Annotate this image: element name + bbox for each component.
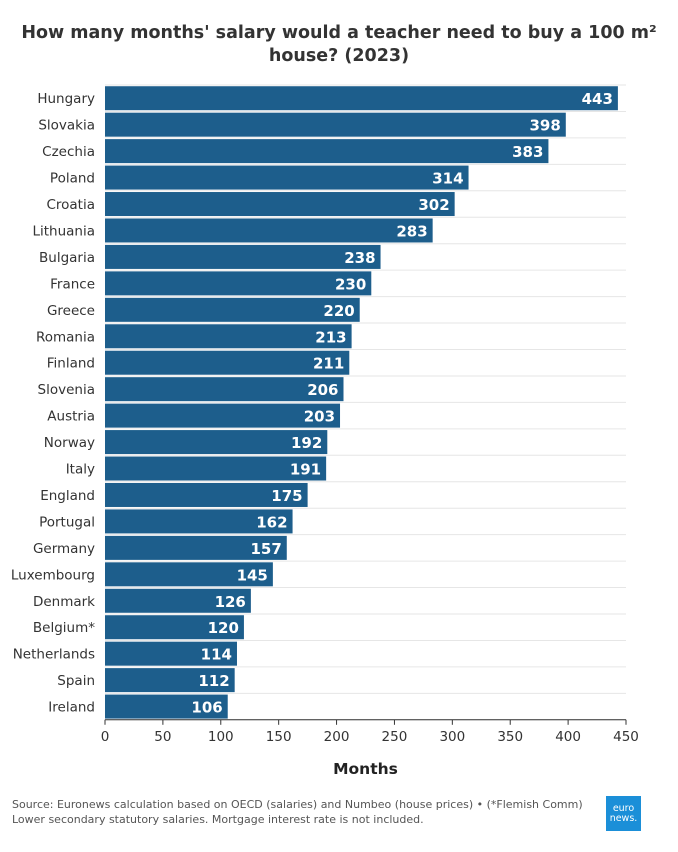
category-label: Slovenia xyxy=(38,382,95,398)
category-label: Czechia xyxy=(42,144,95,160)
value-label: 283 xyxy=(396,222,427,240)
value-label: 213 xyxy=(315,328,346,346)
value-label: 114 xyxy=(201,646,232,664)
bar xyxy=(105,192,455,217)
value-label: 398 xyxy=(529,117,560,135)
category-label: Denmark xyxy=(33,594,95,610)
category-label: Lithuania xyxy=(32,223,95,239)
bar xyxy=(105,562,273,587)
category-label: Finland xyxy=(47,356,95,372)
bar xyxy=(105,86,618,111)
value-label: 443 xyxy=(582,90,613,108)
category-label: Spain xyxy=(57,673,95,689)
value-label: 145 xyxy=(237,566,268,584)
category-label: Portugal xyxy=(39,514,95,530)
category-label: Germany xyxy=(33,541,95,557)
bar-chart: Hungary 443 Slovakia 398 Czechia 383 Poland 314… xyxy=(11,84,639,778)
category-label: Croatia xyxy=(46,197,95,213)
value-label: 192 xyxy=(291,434,322,452)
bar xyxy=(105,535,287,560)
value-label: 157 xyxy=(250,540,281,558)
value-label: 126 xyxy=(215,593,246,611)
category-label: Norway xyxy=(44,435,95,451)
category-label: Slovakia xyxy=(38,118,95,134)
value-label: 230 xyxy=(335,275,366,293)
value-label: 191 xyxy=(290,461,321,479)
bar xyxy=(105,641,237,666)
x-tick-label: 250 xyxy=(382,729,408,745)
bar xyxy=(105,139,549,164)
value-label: 206 xyxy=(307,381,338,399)
bar xyxy=(105,456,327,481)
value-label: 302 xyxy=(418,196,449,214)
value-label: 106 xyxy=(191,699,222,717)
x-tick-label: 300 xyxy=(439,729,465,745)
category-label: Italy xyxy=(66,462,95,478)
bar xyxy=(105,377,344,402)
bar xyxy=(105,271,372,296)
value-label: 238 xyxy=(344,249,375,267)
value-label: 220 xyxy=(323,302,354,320)
category-label: England xyxy=(40,488,95,504)
value-label: 211 xyxy=(313,355,344,373)
x-tick-label: 400 xyxy=(555,729,581,745)
category-label: Hungary xyxy=(37,91,95,107)
logo-text-news: news. xyxy=(609,812,638,824)
bar xyxy=(105,615,244,640)
value-label: 203 xyxy=(304,408,335,426)
category-label: Luxembourg xyxy=(11,567,95,583)
bar xyxy=(105,112,566,137)
bar xyxy=(105,482,308,507)
value-label: 162 xyxy=(256,513,287,531)
value-label: 175 xyxy=(271,487,302,505)
bar xyxy=(105,297,360,322)
category-label: Greece xyxy=(47,303,95,319)
x-tick-label: 200 xyxy=(324,729,350,745)
bar xyxy=(105,668,235,693)
bar xyxy=(105,218,433,243)
bar xyxy=(105,350,350,375)
bar xyxy=(105,244,381,269)
bar xyxy=(105,165,469,190)
x-tick-label: 50 xyxy=(154,729,171,745)
value-label: 314 xyxy=(432,170,463,188)
category-label: France xyxy=(50,276,95,292)
x-axis-title: Months xyxy=(333,760,398,778)
category-label: Romania xyxy=(36,329,95,345)
category-label: Austria xyxy=(47,409,95,425)
bar xyxy=(105,588,251,613)
euronews-logo: euro news. xyxy=(606,796,641,831)
x-tick-label: 150 xyxy=(266,729,292,745)
source-note: Source: Euronews calculation based on OE… xyxy=(12,798,583,826)
bar xyxy=(105,430,328,455)
x-tick-label: 0 xyxy=(101,729,110,745)
x-tick-label: 100 xyxy=(208,729,234,745)
category-label: Poland xyxy=(50,171,95,187)
category-label: Belgium* xyxy=(33,620,95,636)
bar xyxy=(105,509,293,534)
category-label: Bulgaria xyxy=(39,250,95,266)
value-label: 112 xyxy=(198,672,229,690)
bar xyxy=(105,694,228,719)
category-label: Ireland xyxy=(48,700,95,716)
chart-title: How many months' salary would a teacher … xyxy=(21,23,657,66)
bar xyxy=(105,403,341,428)
logo-text-euro: euro xyxy=(612,802,635,814)
x-tick-label: 350 xyxy=(497,729,523,745)
bar xyxy=(105,324,352,349)
value-label: 383 xyxy=(512,143,543,161)
category-label: Netherlands xyxy=(13,647,95,663)
x-tick-label: 450 xyxy=(613,729,639,745)
value-label: 120 xyxy=(208,619,239,637)
